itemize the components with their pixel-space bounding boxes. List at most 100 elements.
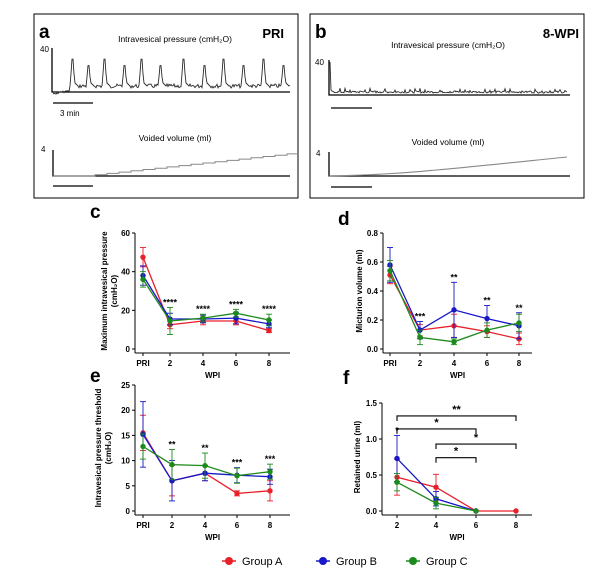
data-point	[513, 508, 519, 514]
x-tick-label: PRI	[136, 359, 149, 368]
panel-a-volume-title: Voided volume (ml)	[139, 133, 212, 143]
panel-a-pressure-axes	[51, 48, 290, 93]
data-point	[234, 473, 240, 479]
data-point	[200, 315, 206, 321]
chart-e: 0 5 10 15 20 25 PRI 2 4 6 8 WPI Intravesical pressur…	[94, 381, 290, 542]
data-point	[234, 490, 240, 497]
panel-b-volume-title: Voided volume (ml)	[412, 137, 485, 147]
panel-b-frame	[309, 13, 585, 199]
bracket-label: *	[474, 432, 479, 444]
y-tick-label: 0.2	[367, 316, 379, 325]
series-group-a	[140, 414, 273, 502]
chart-c: 0 20 40 60 PRI 2 4 6 8 WPI Maximum intravesical pr…	[100, 229, 290, 380]
data-point	[516, 320, 522, 326]
y-axis-label: (cmH₂O)	[110, 274, 119, 307]
data-point	[451, 307, 457, 313]
chart-d: 0.0 0.2 0.4 0.6 0.8 PRI 2 4 6 8 WPI Micturion volum…	[355, 229, 532, 380]
x-tick-label: 4	[201, 359, 206, 368]
legend-item-group-c: Group C	[406, 556, 468, 568]
significance-label: **	[168, 440, 176, 450]
legend-label: Group B	[336, 556, 377, 568]
significance-bracket	[396, 415, 517, 421]
x-tick-label: 8	[514, 521, 519, 530]
legend-label: Group A	[242, 556, 283, 568]
data-point	[433, 500, 439, 506]
y-tick-label: 0.5	[366, 471, 378, 480]
panel-a-pressure-scale: 40	[40, 45, 49, 54]
significance-label: ****	[229, 299, 244, 309]
x-axis-label: WPI	[449, 533, 464, 542]
panel-f-letter: f	[343, 368, 350, 389]
panel-a-time-scale: 3 min	[60, 109, 80, 118]
y-tick-label: 15	[121, 431, 130, 440]
series-group-c	[394, 473, 479, 514]
x-tick-label: 6	[474, 521, 479, 530]
bracket-label: *	[434, 417, 439, 429]
y-tick-label: 5	[126, 482, 131, 491]
data-point	[394, 455, 400, 462]
y-tick-label: 0.0	[366, 507, 378, 516]
y-axis-label: Retained urine (ml)	[353, 420, 362, 493]
legend: Group A Group B Group C	[222, 556, 468, 568]
significance-label: ****	[262, 304, 277, 314]
panel-b-pressure-scale: 40	[315, 58, 324, 67]
y-tick-label: 0.4	[367, 287, 379, 296]
legend-item-group-a: Group A	[222, 556, 283, 568]
y-axis-label: Micturion volume (ml)	[355, 249, 364, 332]
x-tick-label: 6	[485, 359, 490, 368]
significance-bracket	[435, 457, 477, 463]
x-tick-label: PRI	[136, 521, 149, 530]
x-tick-label: 4	[452, 359, 457, 368]
significance-label: **	[483, 296, 491, 306]
significance-label: ***	[232, 458, 243, 468]
y-axis-label: (cmH₂O)	[104, 431, 113, 464]
data-point	[266, 327, 272, 334]
legend-marker	[319, 557, 327, 565]
series-group-b	[140, 265, 272, 329]
legend-marker	[409, 557, 417, 565]
legend-label: Group C	[426, 556, 468, 568]
bracket-label: **	[452, 404, 461, 416]
panel-a-volume-axes	[52, 150, 290, 177]
significance-bracket	[435, 443, 517, 450]
y-tick-label: 40	[121, 268, 130, 277]
panel-a-pressure-trace	[52, 58, 291, 95]
data-point	[140, 254, 146, 260]
x-tick-label: 2	[170, 521, 175, 530]
y-tick-label: 60	[121, 229, 130, 238]
panel-b-pressure-axes	[328, 60, 570, 96]
panel-c-letter: c	[90, 202, 101, 223]
series-line	[142, 256, 270, 332]
significance-label: **	[201, 443, 209, 453]
x-tick-label: 6	[235, 521, 240, 530]
data-point	[417, 334, 423, 341]
y-tick-label: 0.0	[367, 345, 379, 354]
data-point	[473, 508, 479, 514]
panel-a-volume-scale: 4	[41, 145, 46, 154]
legend-item-group-b: Group B	[316, 556, 377, 568]
y-tick-label: 1.5	[366, 399, 378, 408]
x-tick-label: 2	[418, 359, 423, 368]
x-tick-label: 2	[395, 521, 400, 530]
x-axis-label: WPI	[205, 533, 220, 542]
y-tick-label: 0	[126, 507, 131, 516]
data-point	[169, 461, 175, 468]
data-point	[267, 468, 273, 475]
x-tick-label: 8	[268, 521, 273, 530]
data-point	[266, 317, 272, 323]
panel-a-pressure-title: Intravesical pressure (cmH₂O)	[118, 34, 232, 44]
x-tick-label: 4	[434, 521, 439, 530]
series-line	[142, 432, 271, 495]
data-point	[233, 310, 239, 316]
significance-label: ****	[163, 297, 178, 307]
series-group-c	[387, 260, 522, 346]
significance-bracket	[396, 428, 477, 434]
x-axis-label: WPI	[450, 371, 465, 380]
x-tick-label: PRI	[383, 359, 396, 368]
panel-a-frame	[33, 13, 299, 199]
panel-e-letter: e	[90, 366, 101, 387]
y-tick-label: 0.8	[367, 229, 379, 238]
